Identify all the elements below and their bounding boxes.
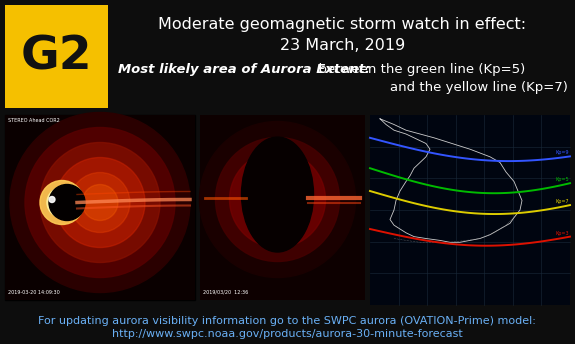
Text: For updating aurora visibility information go to the SWPC aurora (OVATION-Prime): For updating aurora visibility informati… xyxy=(38,316,536,326)
Circle shape xyxy=(216,138,339,261)
FancyBboxPatch shape xyxy=(5,115,195,300)
Text: Kp=5: Kp=5 xyxy=(555,177,569,182)
Circle shape xyxy=(200,121,355,278)
FancyBboxPatch shape xyxy=(370,115,570,305)
Circle shape xyxy=(243,164,312,235)
Text: 2019-03-20 14:09:30: 2019-03-20 14:09:30 xyxy=(8,290,60,295)
Circle shape xyxy=(40,142,160,262)
Text: Moderate geomagnetic storm watch in effect:: Moderate geomagnetic storm watch in effe… xyxy=(159,18,527,32)
Text: Most likely area of Aurora Extent:: Most likely area of Aurora Extent: xyxy=(118,64,370,76)
Circle shape xyxy=(40,181,84,225)
Text: STEREO Ahead COR2: STEREO Ahead COR2 xyxy=(8,118,60,123)
FancyBboxPatch shape xyxy=(200,115,365,300)
Circle shape xyxy=(49,184,85,221)
FancyBboxPatch shape xyxy=(5,5,108,108)
Text: 2019/03/20  12:36: 2019/03/20 12:36 xyxy=(203,290,248,295)
Circle shape xyxy=(47,187,77,217)
Text: Kp=7: Kp=7 xyxy=(555,199,569,204)
Text: G2: G2 xyxy=(21,34,93,79)
Circle shape xyxy=(55,158,145,247)
Circle shape xyxy=(82,184,118,221)
Circle shape xyxy=(49,196,55,203)
Ellipse shape xyxy=(242,137,313,252)
Circle shape xyxy=(255,178,300,222)
Circle shape xyxy=(54,194,70,211)
Circle shape xyxy=(70,172,130,233)
Circle shape xyxy=(229,151,325,247)
Text: and the yellow line (Kp=7): and the yellow line (Kp=7) xyxy=(390,80,568,94)
Text: 23 March, 2019: 23 March, 2019 xyxy=(280,39,405,54)
Text: between the green line (Kp=5): between the green line (Kp=5) xyxy=(310,64,525,76)
Text: Kp=9: Kp=9 xyxy=(555,150,569,155)
Text: http://www.swpc.noaa.gov/products/aurora-30-minute-forecast: http://www.swpc.noaa.gov/products/aurora… xyxy=(112,329,462,339)
Text: Kp=3: Kp=3 xyxy=(555,230,569,236)
Circle shape xyxy=(25,128,175,278)
FancyBboxPatch shape xyxy=(5,115,195,300)
Circle shape xyxy=(10,112,190,292)
